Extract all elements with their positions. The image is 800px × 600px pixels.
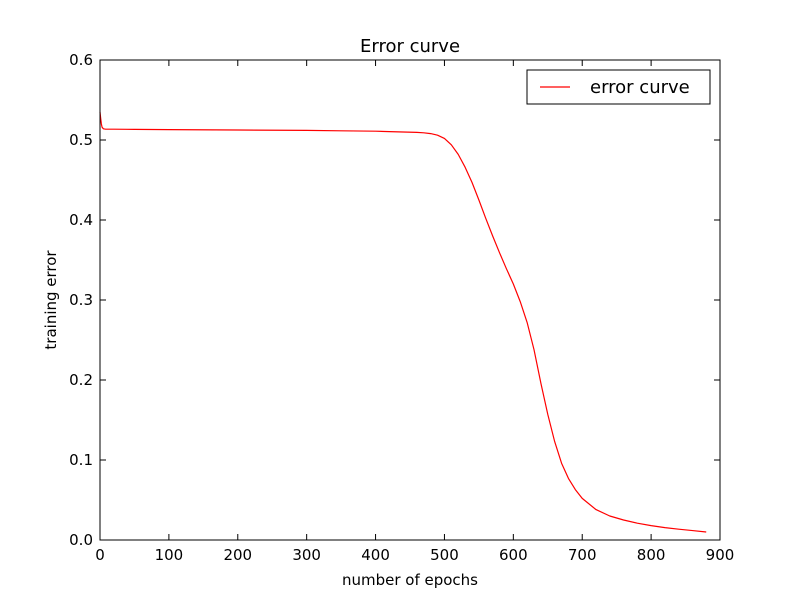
plot-frame [99, 59, 721, 541]
y-tick-label: 0.6 [69, 51, 93, 69]
legend-label-error-curve: error curve [590, 77, 690, 98]
x-tick-label: 400 [361, 546, 390, 564]
curve-layer [99, 111, 707, 533]
y-tick-label: 0.3 [69, 291, 93, 309]
x-tick-label: 300 [292, 546, 321, 564]
x-tick-label: 500 [430, 546, 459, 564]
series-line-error-curve [99, 111, 707, 533]
y-tick-label: 0.1 [69, 451, 93, 469]
y-tick-label: 0.2 [69, 371, 93, 389]
x-tick-label: 200 [223, 546, 252, 564]
x-tick-label: 100 [155, 546, 184, 564]
legend: error curve [526, 69, 711, 105]
chart-title: Error curve [360, 36, 460, 57]
legend-box [526, 69, 711, 105]
ticks-layer: 0 100 200 300 400 500 600 700 800 900 0.0 0.1 0.2 0.3… [69, 51, 734, 564]
y-tick-label: 0.5 [69, 131, 93, 149]
x-tick-label: 800 [637, 546, 666, 564]
y-tick-label: 0.4 [69, 211, 93, 229]
y-axis-label: training error [42, 250, 60, 350]
x-tick-label: 700 [568, 546, 597, 564]
y-tick-label: 0.0 [69, 531, 93, 549]
x-tick-label: 900 [706, 546, 735, 564]
x-tick-label: 600 [499, 546, 528, 564]
x-tick-label: 0 [95, 546, 105, 564]
x-axis-label: number of epochs [342, 571, 478, 589]
